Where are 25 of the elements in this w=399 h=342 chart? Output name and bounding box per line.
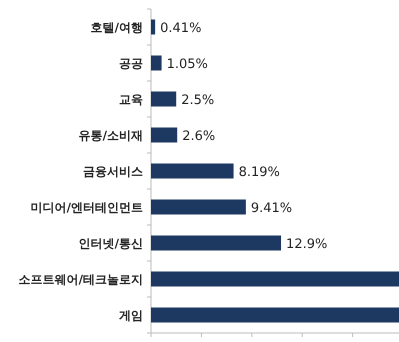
data-label: 12.9%: [286, 237, 328, 252]
y-tick-label: 호텔/여행: [90, 20, 143, 34]
bar: [151, 308, 399, 322]
bar: [151, 128, 178, 142]
y-tick-label: 게임: [119, 308, 143, 322]
bar: [151, 272, 399, 286]
y-tick-label: 소프트웨어/테크놀로지: [18, 272, 143, 286]
bar: [151, 92, 176, 106]
bar: [151, 20, 156, 34]
data-label: 0.41%: [160, 21, 202, 36]
data-label: 2.5%: [181, 93, 214, 108]
bar: [151, 200, 246, 214]
data-label: 2.6%: [182, 129, 216, 144]
bar: [151, 56, 162, 70]
y-tick-label: 공공: [119, 56, 143, 70]
y-tick-label: 유통/소비재: [78, 128, 143, 142]
y-tick-label: 교육: [119, 92, 143, 106]
y-tick-label: 미디어/엔터테인먼트: [30, 200, 143, 214]
y-tick-label: 금융서비스: [83, 164, 143, 178]
data-label: 1.05%: [166, 57, 208, 72]
data-label: 9.41%: [250, 201, 292, 216]
bar: [151, 236, 282, 250]
bar: [151, 164, 234, 178]
y-tick-label: 인터넷/통신: [78, 236, 143, 250]
data-label: 8.19%: [238, 165, 280, 180]
